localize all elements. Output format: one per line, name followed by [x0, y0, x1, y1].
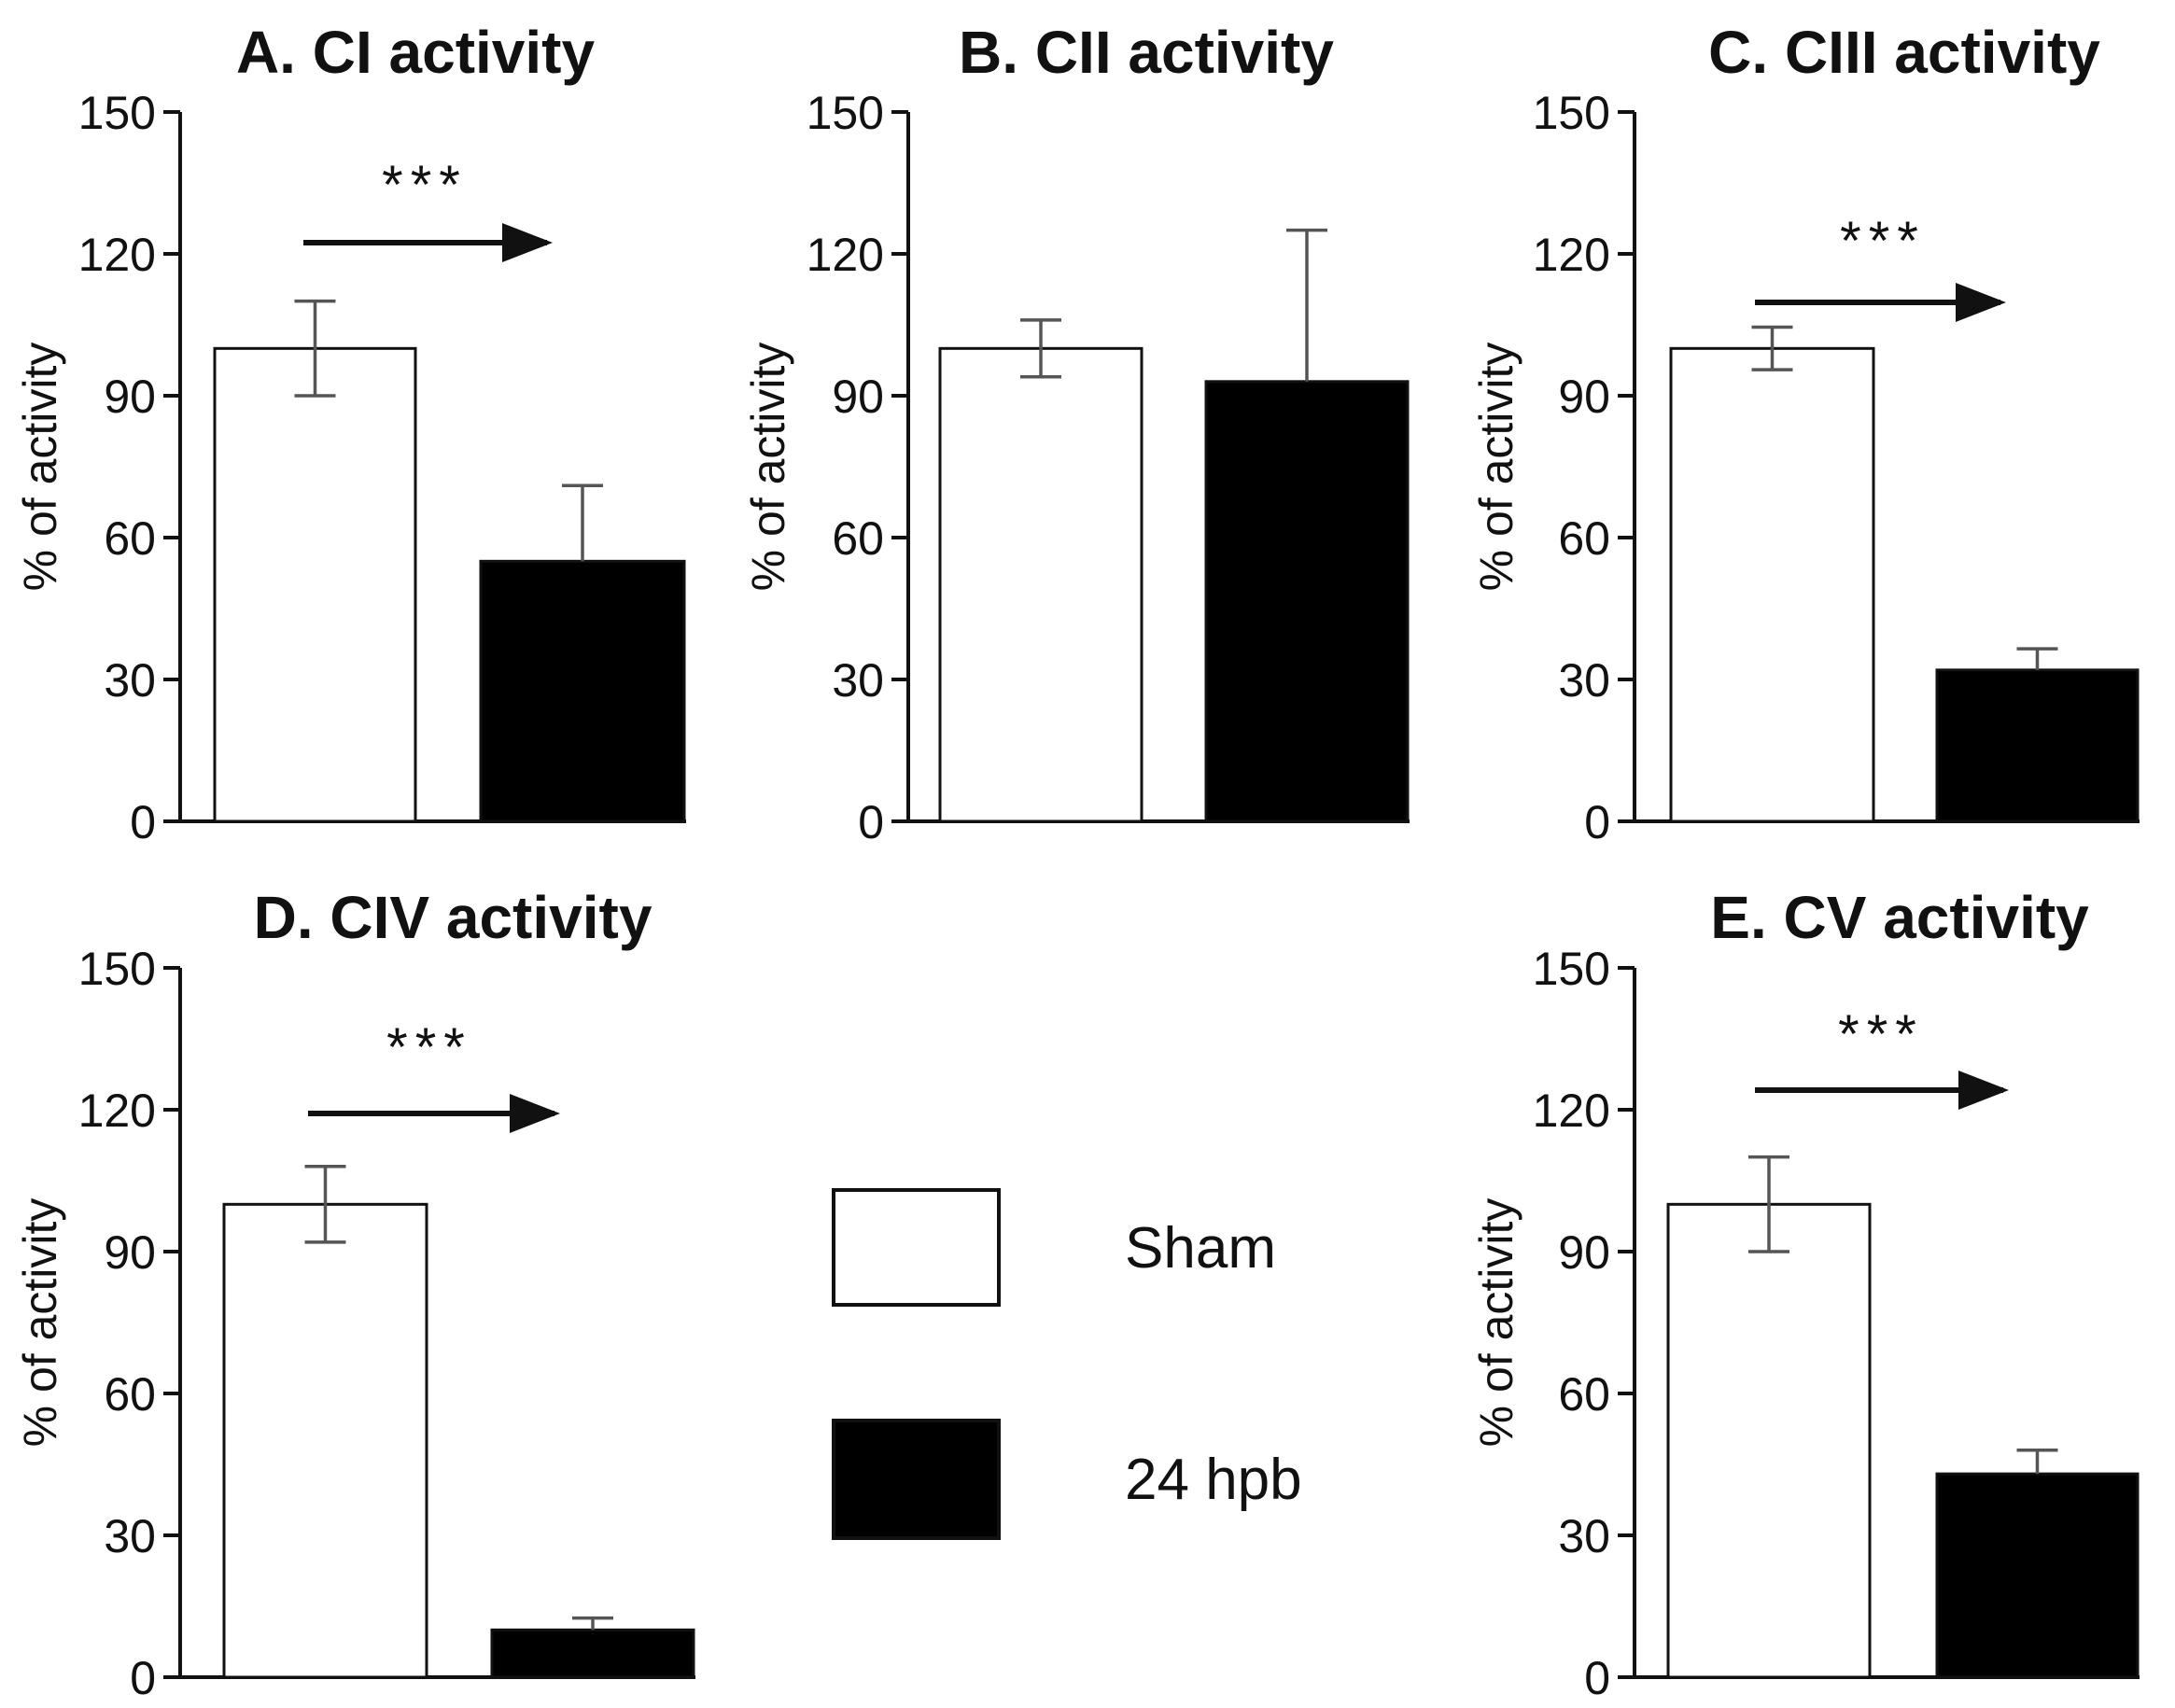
- significance-stars: ***: [386, 1017, 472, 1078]
- y-tick-label: 150: [1533, 943, 1610, 995]
- y-tick-label: 30: [1558, 654, 1610, 707]
- bar-sham: [1669, 346, 1875, 823]
- panel-5: E. CV activity 0 30 60 90 120 150 % of activity…: [1470, 884, 2140, 1704]
- y-tick-label: 30: [104, 654, 156, 707]
- errorbar-24hpb: [2016, 1449, 2058, 1475]
- bar-24hpb: [1935, 1472, 2140, 1679]
- panel-2: B. CII activity 0 30 60 90 120 150 % of activit…: [742, 19, 1410, 848]
- bar-24hpb: [479, 559, 686, 823]
- errorbar-sham: [304, 1165, 346, 1244]
- y-tick-label: 90: [832, 371, 884, 423]
- bar-24hpb: [490, 1628, 695, 1679]
- errorbar-24hpb: [562, 483, 603, 562]
- panel-title: B. CII activity: [959, 19, 1334, 86]
- y-tick-label: 120: [1533, 1085, 1610, 1137]
- y-tick-label: 90: [1558, 371, 1610, 423]
- y-tick-label: 60: [1558, 1368, 1610, 1421]
- panel-title: A. CI activity: [236, 19, 596, 86]
- y-tick-label: 120: [78, 1085, 156, 1137]
- bar-24hpb: [1204, 380, 1410, 823]
- errorbar-sham: [1751, 325, 1793, 371]
- legend-label-24hpb: 24 hpb: [1125, 1448, 1302, 1512]
- y-tick-label: 30: [104, 1510, 156, 1562]
- legend: Sham 24 hpb: [832, 1188, 1302, 1540]
- legend-swatch-sham: [832, 1188, 1001, 1307]
- panel-1: A. CI activity 0 30 60 90 120 150 % of activity…: [14, 19, 686, 848]
- y-tick-label: 150: [78, 943, 156, 995]
- y-tick-label: 90: [104, 1226, 156, 1279]
- y-tick-label: 0: [130, 1652, 156, 1704]
- bar-sham: [938, 346, 1144, 823]
- y-tick-label: 120: [1533, 229, 1610, 281]
- panel-title: E. CV activity: [1710, 884, 2089, 951]
- errorbar-sham: [294, 299, 336, 398]
- errorbar-24hpb: [2016, 647, 2058, 670]
- y-axis-label: % of activity: [742, 343, 794, 592]
- y-axis-label: % of activity: [1470, 1198, 1522, 1448]
- y-tick-label: 60: [1558, 512, 1610, 565]
- panel-3: C. CIII activity 0 30 60 90 120 150 % of activi…: [1470, 19, 2140, 848]
- legend-swatch-24hpb: [832, 1419, 1001, 1540]
- y-tick-label: 0: [1584, 1652, 1610, 1704]
- y-tick-label: 60: [832, 512, 884, 565]
- significance-stars: ***: [1838, 1004, 1924, 1065]
- y-axis-label: % of activity: [14, 343, 66, 592]
- y-tick-label: 120: [807, 229, 884, 281]
- bar-sham: [222, 1202, 428, 1679]
- legend-label-sham: Sham: [1125, 1216, 1276, 1281]
- y-tick-label: 0: [1584, 796, 1610, 848]
- y-tick-label: 120: [78, 229, 156, 281]
- bar-sham: [213, 346, 417, 823]
- errorbar-sham: [1748, 1155, 1789, 1253]
- y-tick-label: 30: [1558, 1510, 1610, 1562]
- errorbar-24hpb: [572, 1616, 613, 1631]
- significance-stars: ***: [382, 155, 468, 216]
- y-tick-label: 90: [104, 371, 156, 423]
- y-tick-label: 150: [78, 87, 156, 139]
- panel-title: C. CIII activity: [1708, 19, 2100, 86]
- y-axis-label: % of activity: [1470, 343, 1522, 592]
- y-tick-label: 0: [858, 796, 884, 848]
- y-tick-label: 150: [1533, 87, 1610, 139]
- bar-sham: [1666, 1202, 1872, 1679]
- panel-4: D. CIV activity 0 30 60 90 120 150 % of activit…: [14, 884, 695, 1704]
- significance-stars: ***: [1840, 211, 1926, 272]
- errorbar-sham: [1020, 318, 1061, 379]
- y-tick-label: 60: [104, 1368, 156, 1421]
- y-axis-label: % of activity: [14, 1198, 66, 1448]
- bar-24hpb: [1935, 668, 2140, 823]
- y-tick-label: 150: [807, 87, 884, 139]
- panel-title: D. CIV activity: [254, 884, 652, 951]
- errorbar-24hpb: [1286, 228, 1327, 382]
- y-tick-label: 30: [832, 654, 884, 707]
- y-tick-label: 60: [104, 512, 156, 565]
- y-tick-label: 0: [130, 796, 156, 848]
- y-tick-label: 90: [1558, 1226, 1610, 1279]
